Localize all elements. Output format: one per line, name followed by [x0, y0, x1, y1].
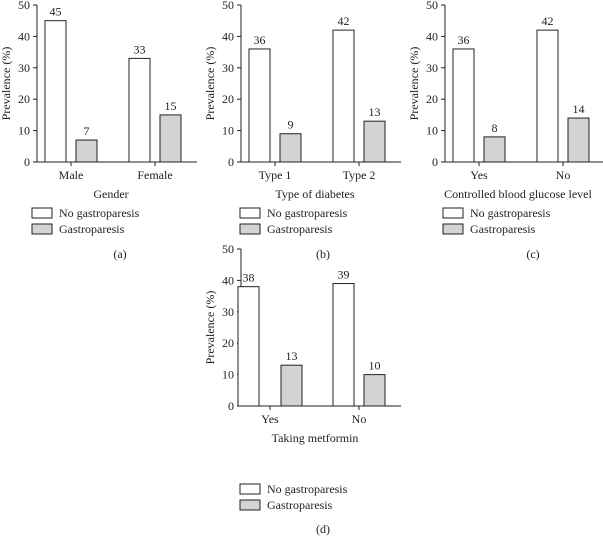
legend-label: Gastroparesis [267, 498, 333, 512]
x-tick-label: Yes [261, 412, 279, 426]
data-label: 10 [369, 359, 381, 373]
x-tick-label: Type 1 [259, 168, 292, 182]
y-tick-label: 0 [228, 155, 234, 169]
panel-label: (b) [316, 247, 330, 261]
y-axis-label: Prevalence (%) [203, 47, 217, 121]
legend-label: No gastroparesis [59, 206, 140, 220]
bar-no-gastroparesis [44, 20, 67, 163]
chart-panel-c: 0 10 20 30 40 50 Prevalence (%) Yes 36 8 No 42 14 Con… [407, 0, 603, 261]
y-tick-label: 30 [222, 61, 234, 75]
data-label: 36 [458, 33, 470, 47]
legend-label: Gastroparesis [470, 222, 536, 236]
y-tick-label: 40 [426, 29, 438, 43]
bar-gastroparesis [280, 364, 303, 407]
panel-label: (d) [316, 522, 330, 536]
y-tick-label: 50 [18, 0, 30, 12]
data-label: 38 [243, 271, 255, 285]
x-tick-label: Yes [470, 168, 488, 182]
y-tick-label: 30 [426, 61, 438, 75]
bar-gastroparesis [363, 120, 386, 163]
legend-swatch [442, 207, 464, 219]
data-label: 33 [134, 42, 146, 56]
chart-panel-d: 0 10 20 30 40 50 Prevalence (%) Yes 38 13 No 39 10 Ta… [203, 242, 401, 536]
x-axis-label: Controlled blood glucose level [444, 187, 592, 201]
y-tick-label: 10 [18, 124, 30, 138]
data-label: 42 [338, 14, 350, 28]
bar-no-gastroparesis [332, 283, 355, 407]
chart-panel-a: 0 10 20 30 40 50 Prevalence (%) Male 45 7 Female 33… [0, 0, 197, 261]
bar-gastroparesis [483, 136, 506, 163]
bar-no-gastroparesis [128, 57, 151, 163]
y-tick-label: 50 [222, 0, 234, 12]
data-label: 14 [573, 102, 585, 116]
legend-swatch [442, 223, 464, 235]
legend-swatch [239, 223, 261, 235]
legend-swatch [239, 483, 261, 495]
data-label: 45 [50, 5, 62, 19]
x-tick-label: Male [59, 168, 84, 182]
y-tick-label: 30 [222, 305, 234, 319]
bar-gastroparesis [279, 133, 302, 163]
y-tick-label: 20 [222, 92, 234, 106]
bar-gastroparesis [567, 117, 590, 163]
legend-swatch [31, 223, 53, 235]
y-axis-label: Prevalence (%) [0, 47, 13, 121]
data-label: 36 [254, 33, 266, 47]
y-tick-label: 0 [432, 155, 438, 169]
y-tick-label: 30 [18, 61, 30, 75]
x-tick-label: Female [137, 168, 172, 182]
x-tick-label: Type 2 [343, 168, 376, 182]
data-label: 9 [288, 118, 294, 132]
bar-gastroparesis [75, 139, 98, 163]
x-axis-label: Type of diabetes [275, 187, 354, 201]
panel-label: (c) [526, 247, 539, 261]
y-axis-label: Prevalence (%) [203, 291, 217, 365]
data-label: 7 [84, 124, 90, 138]
bar-no-gastroparesis [237, 286, 260, 407]
data-label: 42 [542, 14, 554, 28]
y-tick-label: 50 [426, 0, 438, 12]
legend-label: No gastroparesis [267, 482, 348, 496]
y-tick-label: 20 [222, 336, 234, 350]
bar-no-gastroparesis [332, 29, 355, 163]
data-label: 39 [338, 268, 350, 282]
y-tick-label: 40 [222, 273, 234, 287]
data-label: 15 [165, 99, 177, 113]
x-axis-label: Taking metformin [272, 431, 359, 445]
y-tick-label: 0 [24, 155, 30, 169]
x-axis-label: Gender [93, 187, 128, 201]
legend-swatch [239, 207, 261, 219]
panel-label: (a) [113, 247, 126, 261]
legend-label: No gastroparesis [470, 206, 551, 220]
y-tick-label: 50 [222, 242, 234, 256]
y-tick-label: 10 [222, 368, 234, 382]
x-tick-label: No [556, 168, 571, 182]
y-tick-label: 20 [426, 92, 438, 106]
y-axis-label: Prevalence (%) [407, 47, 421, 121]
chart-panel-b: 0 10 20 30 40 50 Prevalence (%) Type 1 36 9 Type 2… [203, 0, 401, 261]
bar-no-gastroparesis [452, 48, 475, 163]
x-tick-label: No [352, 412, 367, 426]
y-tick-label: 20 [18, 92, 30, 106]
bar-gastroparesis [159, 114, 182, 163]
bar-no-gastroparesis [248, 48, 271, 163]
y-tick-label: 40 [18, 29, 30, 43]
bar-gastroparesis [363, 374, 386, 407]
data-label: 13 [286, 349, 298, 363]
y-tick-label: 10 [222, 124, 234, 138]
data-label: 8 [492, 121, 498, 135]
data-label: 13 [369, 105, 381, 119]
legend-swatch [239, 499, 261, 511]
legend-label: No gastroparesis [267, 206, 348, 220]
legend-swatch [31, 207, 53, 219]
y-tick-label: 40 [222, 29, 234, 43]
legend-label: Gastroparesis [59, 222, 125, 236]
bar-no-gastroparesis [536, 29, 559, 163]
y-tick-label: 10 [426, 124, 438, 138]
legend-label: Gastroparesis [267, 222, 333, 236]
y-tick-label: 0 [228, 399, 234, 413]
